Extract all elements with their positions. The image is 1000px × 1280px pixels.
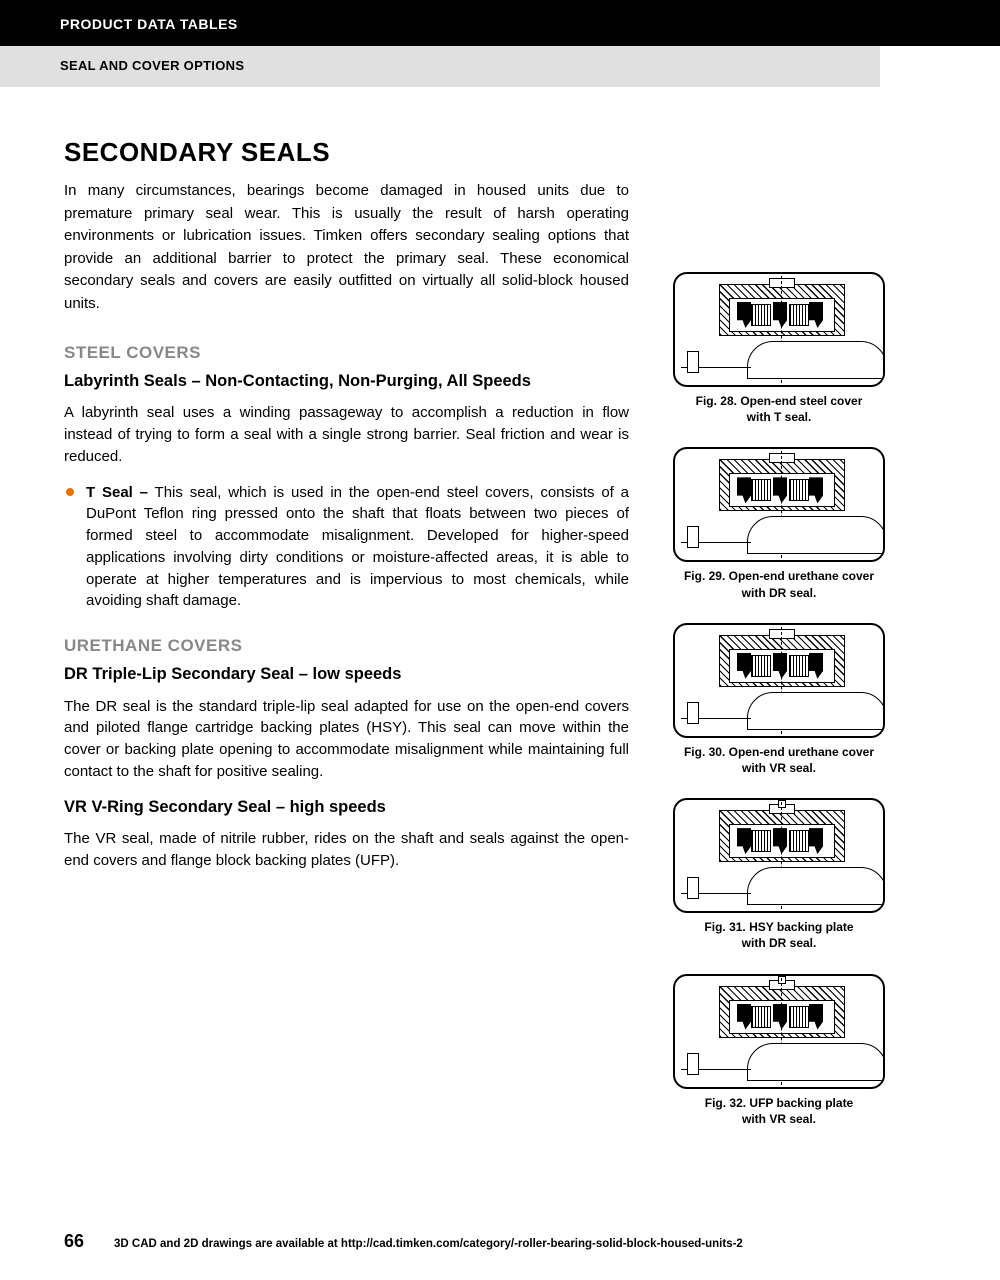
figure-31: Fig. 31. HSY backing plate with DR seal. — [659, 798, 899, 951]
labyrinth-body: A labyrinth seal uses a winding passagew… — [64, 402, 629, 467]
urethane-covers-heading: URETHANE COVERS — [64, 636, 629, 656]
vr-subheading: VR V-Ring Secondary Seal – high speeds — [64, 797, 629, 818]
figure-30-diagram — [673, 623, 885, 738]
figure-32: Fig. 32. UFP backing plate with VR seal. — [659, 974, 899, 1127]
footer-note: 3D CAD and 2D drawings are available at … — [114, 1238, 743, 1250]
figure-30-caption-l1: Fig. 30. Open-end urethane cover — [659, 744, 899, 760]
figures-column: Fig. 28. Open-end steel cover with T sea… — [659, 137, 899, 1149]
figure-29: Fig. 29. Open-end urethane cover with DR… — [659, 447, 899, 600]
header-tab: PRODUCT DATA TABLES — [0, 0, 1000, 46]
figure-30-caption-l2: with VR seal. — [659, 760, 899, 776]
figure-28-caption-l2: with T seal. — [659, 409, 899, 425]
figure-32-caption-l1: Fig. 32. UFP backing plate — [659, 1095, 899, 1111]
dr-body: The DR seal is the standard triple-lip s… — [64, 696, 629, 783]
page-number: 66 — [64, 1231, 84, 1252]
page-title: SECONDARY SEALS — [64, 137, 629, 168]
figure-28: Fig. 28. Open-end steel cover with T sea… — [659, 272, 899, 425]
figure-29-caption-l1: Fig. 29. Open-end urethane cover — [659, 568, 899, 584]
figure-28-caption-l1: Fig. 28. Open-end steel cover — [659, 393, 899, 409]
bullet-dot-icon — [66, 488, 74, 496]
figure-29-caption-l2: with DR seal. — [659, 585, 899, 601]
tseal-bullet: T Seal – This seal, which is used in the… — [64, 482, 629, 613]
figure-29-diagram — [673, 447, 885, 562]
tseal-body: This seal, which is used in the open-end… — [86, 484, 629, 610]
footer: 66 3D CAD and 2D drawings are available … — [64, 1231, 936, 1252]
figure-31-caption-l1: Fig. 31. HSY backing plate — [659, 919, 899, 935]
content-area: SECONDARY SEALS In many circumstances, b… — [0, 87, 1000, 1149]
steel-covers-heading: STEEL COVERS — [64, 343, 629, 363]
intro-paragraph: In many circumstances, bearings become d… — [64, 180, 629, 315]
figure-32-caption-l2: with VR seal. — [659, 1111, 899, 1127]
figure-28-diagram — [673, 272, 885, 387]
labyrinth-subheading: Labyrinth Seals – Non-Contacting, Non-Pu… — [64, 371, 629, 392]
vr-body: The VR seal, made of nitrile rubber, rid… — [64, 828, 629, 872]
tseal-lead: T Seal – — [86, 484, 148, 501]
left-column: SECONDARY SEALS In many circumstances, b… — [64, 137, 629, 1149]
figure-31-caption-l2: with DR seal. — [659, 935, 899, 951]
figure-31-diagram — [673, 798, 885, 913]
dr-subheading: DR Triple-Lip Secondary Seal – low speed… — [64, 664, 629, 685]
header-subtab: SEAL AND COVER OPTIONS — [0, 46, 880, 87]
figure-30: Fig. 30. Open-end urethane cover with VR… — [659, 623, 899, 776]
figure-32-diagram — [673, 974, 885, 1089]
